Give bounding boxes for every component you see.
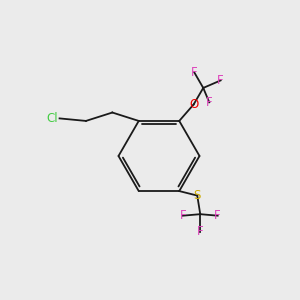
Text: F: F [214, 209, 221, 222]
Text: F: F [197, 225, 204, 238]
Text: O: O [189, 98, 198, 111]
Text: F: F [217, 74, 224, 87]
Text: F: F [191, 66, 198, 79]
Text: S: S [194, 189, 201, 202]
Text: F: F [179, 209, 186, 222]
Text: F: F [206, 96, 213, 109]
Text: Cl: Cl [46, 112, 58, 125]
